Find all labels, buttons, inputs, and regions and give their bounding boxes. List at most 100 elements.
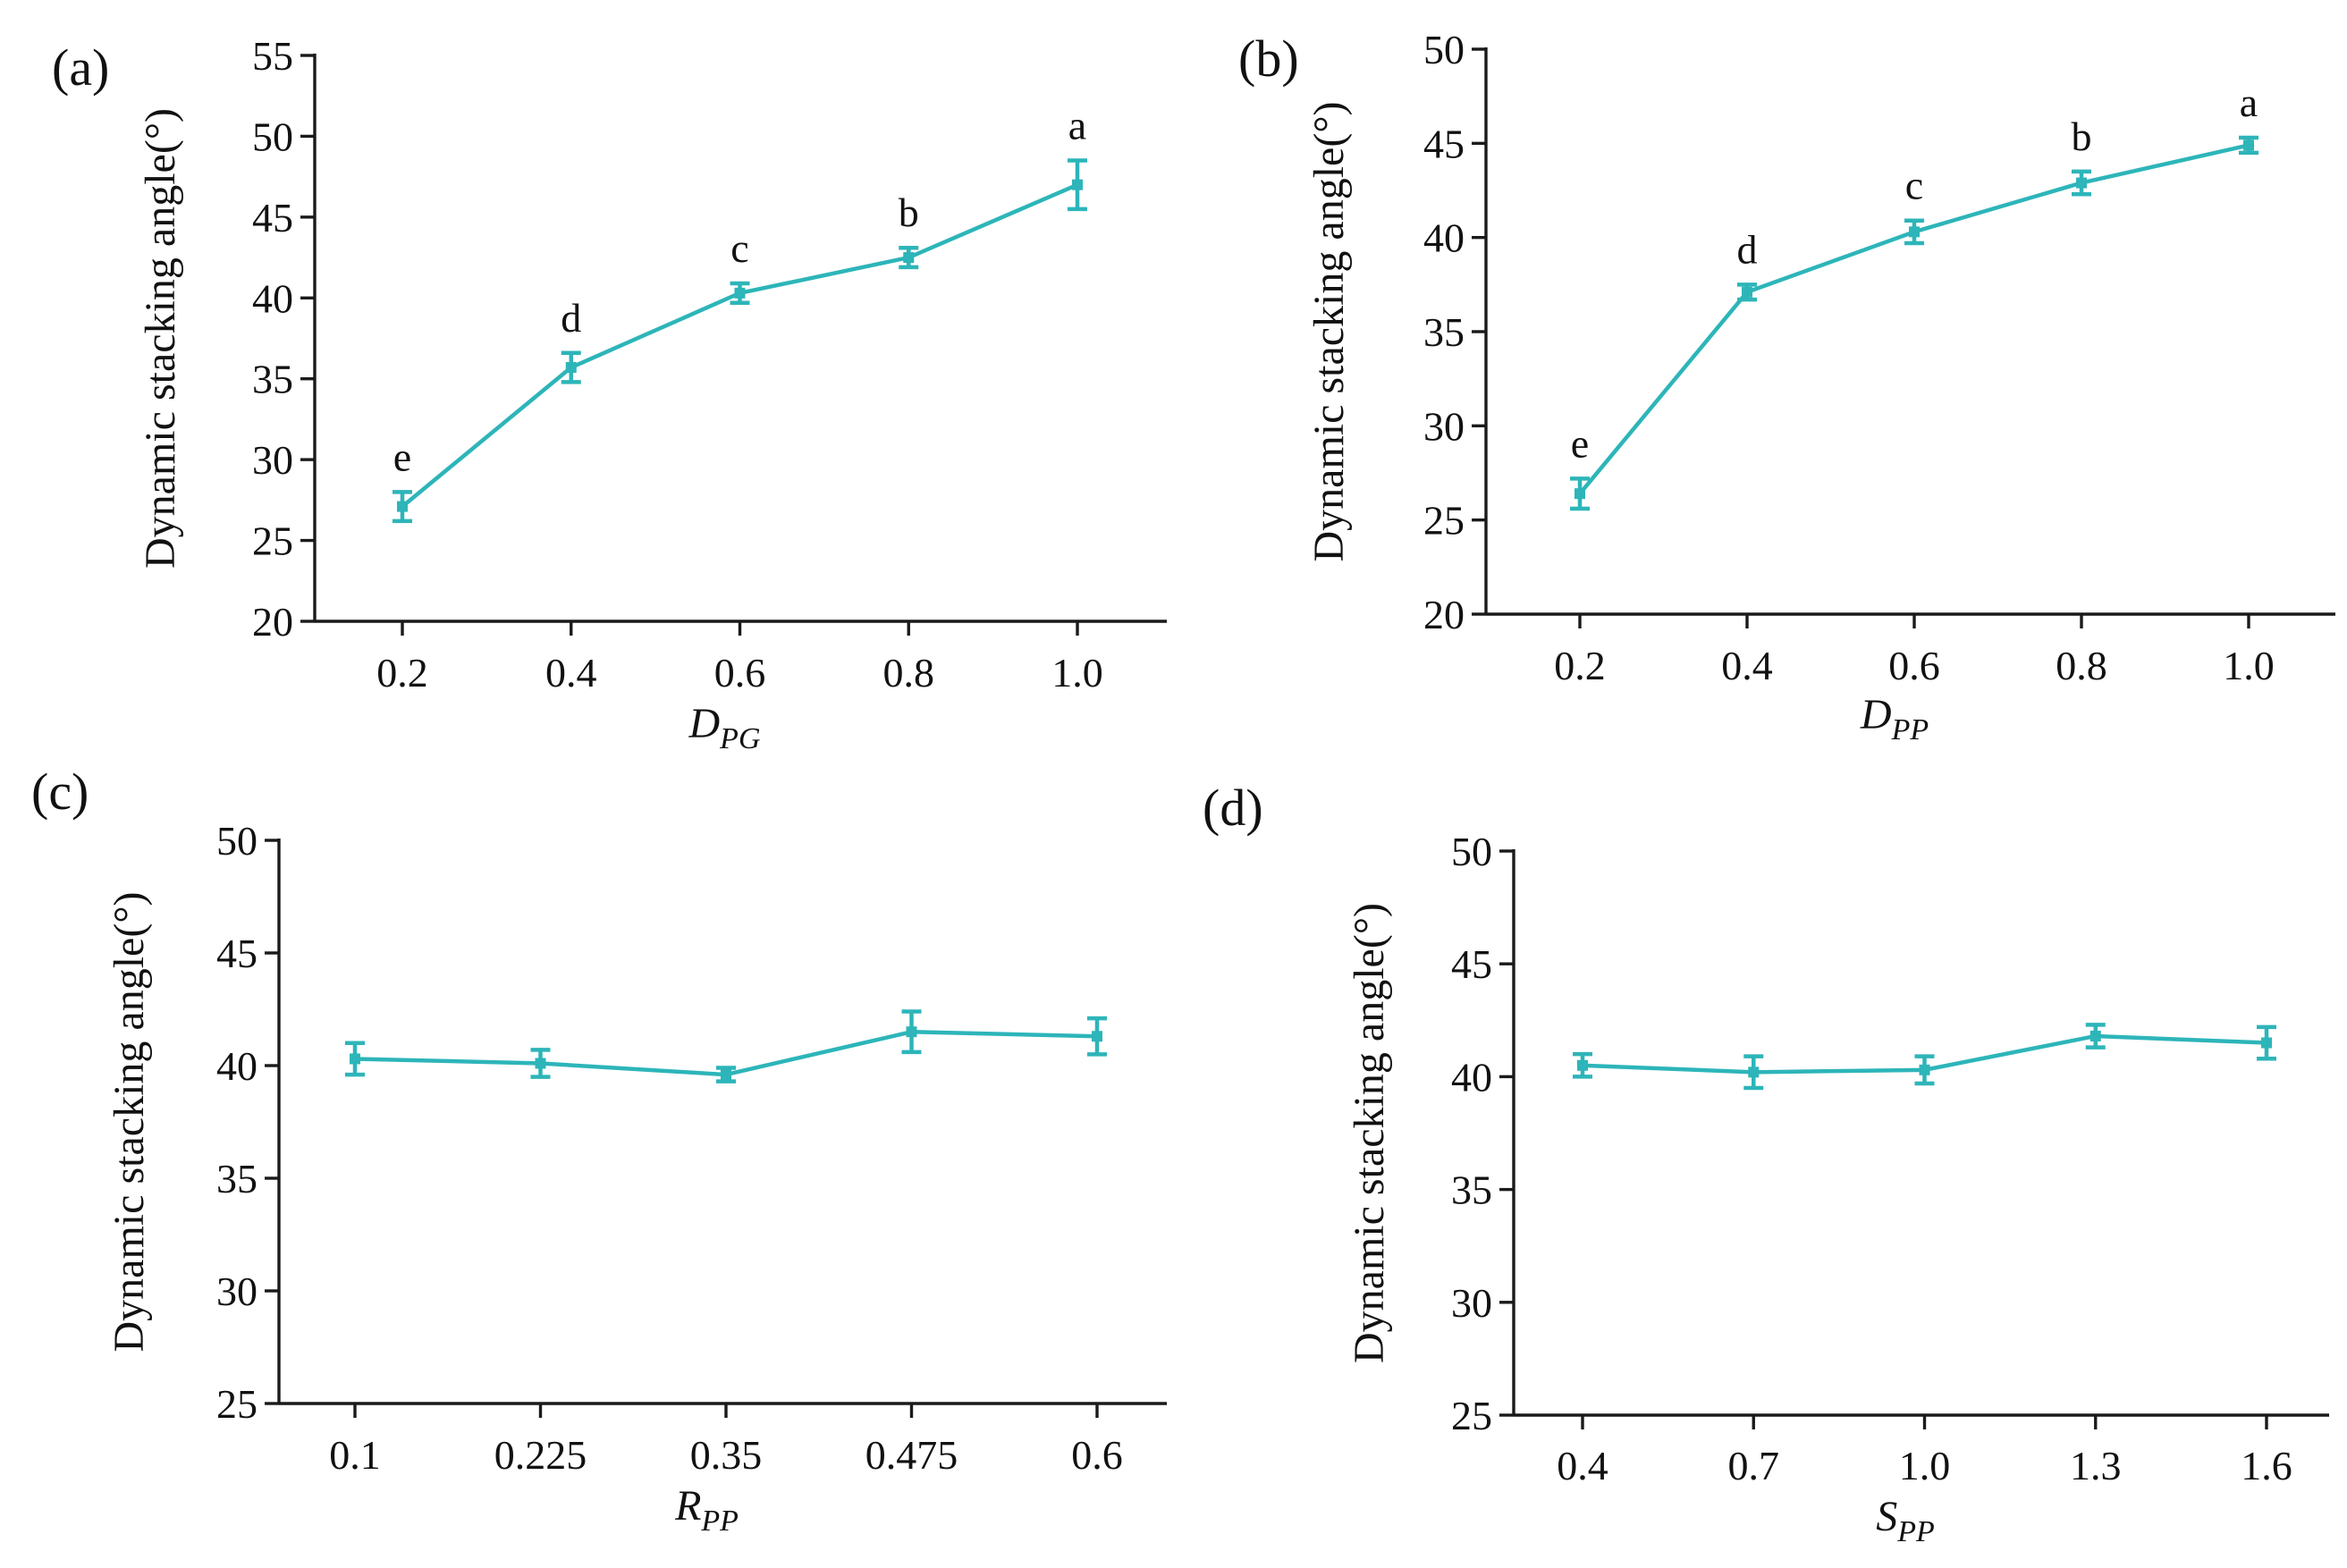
data-point	[2076, 177, 2087, 189]
y-tick-label: 20	[1423, 592, 1465, 637]
x-tick-label: 0.4	[545, 650, 597, 695]
panel-label: (a)	[52, 38, 109, 97]
significance-letter: e	[393, 434, 411, 479]
y-tick-label: 35	[252, 357, 293, 402]
data-point	[734, 287, 746, 299]
x-tick-label: 1.0	[1899, 1443, 1951, 1488]
x-tick-label: 0.8	[2056, 643, 2107, 688]
data-point	[1072, 179, 1083, 190]
data-point	[2090, 1030, 2101, 1041]
data-point	[535, 1058, 546, 1069]
data-point	[1575, 488, 1585, 500]
y-tick-label: 25	[1423, 498, 1465, 544]
y-tick-label: 50	[216, 818, 257, 864]
data-point	[565, 362, 577, 374]
x-tick-label: 1.0	[1051, 650, 1103, 695]
x-tick-label: 0.4	[1557, 1443, 1608, 1488]
x-axis-title-subscript: PG	[719, 722, 760, 755]
data-point	[1092, 1031, 1102, 1042]
x-axis-title-subscript: PP	[1891, 713, 1929, 746]
y-axis-title: Dynamic stacking angle(°)	[106, 891, 153, 1352]
x-axis-title: DPG	[688, 700, 761, 755]
significance-letter: d	[561, 295, 581, 341]
x-axis-title-subscript: PP	[1896, 1515, 1935, 1548]
data-point	[1919, 1064, 1930, 1075]
y-tick-label: 50	[1451, 829, 1492, 874]
y-tick-label: 45	[252, 195, 293, 240]
data-point	[903, 252, 915, 264]
data-point	[2261, 1037, 2272, 1049]
x-axis-title: RPP	[674, 1482, 739, 1538]
data-point	[1742, 286, 1752, 298]
x-axis-title-main: R	[674, 1482, 701, 1530]
y-axis-title: Dynamic stacking angle(°)	[137, 108, 184, 569]
y-tick-label: 20	[252, 599, 293, 645]
y-tick-label: 25	[252, 518, 293, 564]
data-point	[2243, 139, 2254, 151]
data-point	[1577, 1059, 1588, 1071]
x-tick-label: 1.3	[2070, 1443, 2122, 1488]
y-tick-label: 45	[1451, 941, 1492, 987]
y-tick-label: 40	[216, 1043, 257, 1089]
y-axis-title: Dynamic stacking angle(°)	[1346, 903, 1393, 1363]
y-tick-label: 35	[1423, 309, 1465, 355]
significance-letter: b	[2072, 114, 2092, 159]
y-tick-label: 50	[252, 114, 293, 159]
y-tick-label: 50	[1423, 27, 1465, 72]
x-tick-label: 0.6	[1071, 1432, 1123, 1478]
x-tick-label: 0.2	[1554, 643, 1606, 688]
x-axis-title-subscript: PP	[700, 1505, 739, 1538]
x-tick-label: 0.6	[714, 650, 766, 695]
significance-letter: a	[1068, 103, 1086, 148]
x-tick-label: 0.7	[1728, 1443, 1780, 1488]
y-tick-label: 45	[1423, 121, 1465, 166]
x-tick-label: 0.4	[1721, 643, 1773, 688]
y-axis-title: Dynamic stacking angle(°)	[1305, 101, 1353, 561]
x-axis-title-main: S	[1876, 1493, 1897, 1540]
y-tick-label: 30	[1451, 1280, 1492, 1326]
y-tick-label: 30	[216, 1269, 257, 1314]
panel-label: (c)	[31, 763, 89, 821]
y-tick-label: 40	[1451, 1054, 1492, 1100]
y-tick-label: 40	[1423, 215, 1465, 261]
y-tick-label: 40	[252, 275, 293, 321]
y-tick-label: 55	[252, 33, 293, 79]
panel-label: (d)	[1203, 779, 1263, 837]
significance-letter: b	[899, 190, 919, 235]
x-tick-label: 0.35	[690, 1432, 763, 1478]
x-tick-label: 1.6	[2241, 1443, 2292, 1488]
x-tick-label: 0.2	[376, 650, 428, 695]
significance-letter: d	[1737, 226, 1758, 272]
panel-d: (d) 25 30 35 40 45 50 0.4 0.7 1.0 1.3 1.6 SPP Dynamic…	[1203, 779, 2329, 1548]
y-tick-label: 30	[1423, 403, 1465, 449]
data-point	[397, 501, 408, 512]
y-tick-label: 35	[1451, 1168, 1492, 1213]
x-tick-label: 0.225	[494, 1432, 587, 1478]
data-point	[1909, 226, 1920, 238]
y-tick-label: 45	[216, 931, 257, 976]
significance-letter: e	[1571, 420, 1589, 466]
significance-letter: c	[730, 225, 748, 271]
panel-a: (a) 20 25 30 35 40 45 50 55 0.2 0.4 0.6 0.8 1.0 DPG Dyn…	[52, 33, 1167, 755]
y-tick-label: 30	[252, 437, 293, 483]
panel-b: (b) 20 25 30 35 40 45 50 0.2 0.4 0.6 0.8 1.0 DPP Dynam…	[1238, 27, 2335, 746]
x-axis-title-main: D	[1860, 691, 1892, 738]
significance-letter: c	[1905, 163, 1923, 208]
x-tick-label: 0.6	[1888, 643, 1940, 688]
x-tick-label: 0.475	[865, 1432, 958, 1478]
significance-letter: a	[2240, 80, 2258, 125]
data-point	[906, 1026, 917, 1038]
x-tick-label: 0.8	[883, 650, 935, 695]
data-point	[1748, 1066, 1760, 1078]
data-point	[350, 1053, 360, 1065]
x-axis-title: DPP	[1860, 691, 1929, 746]
panel-label: (b)	[1238, 30, 1299, 88]
y-tick-label: 25	[216, 1381, 257, 1427]
panel-c: (c) 25 30 35 40 45 50 0.1 0.225 0.35 0.475 0.6 RPP Dy…	[31, 763, 1167, 1538]
x-axis-title: SPP	[1876, 1493, 1935, 1548]
y-tick-label: 25	[1451, 1393, 1492, 1438]
x-tick-label: 1.0	[2223, 643, 2275, 688]
x-axis-title-main: D	[688, 700, 721, 747]
y-tick-label: 35	[216, 1156, 257, 1201]
